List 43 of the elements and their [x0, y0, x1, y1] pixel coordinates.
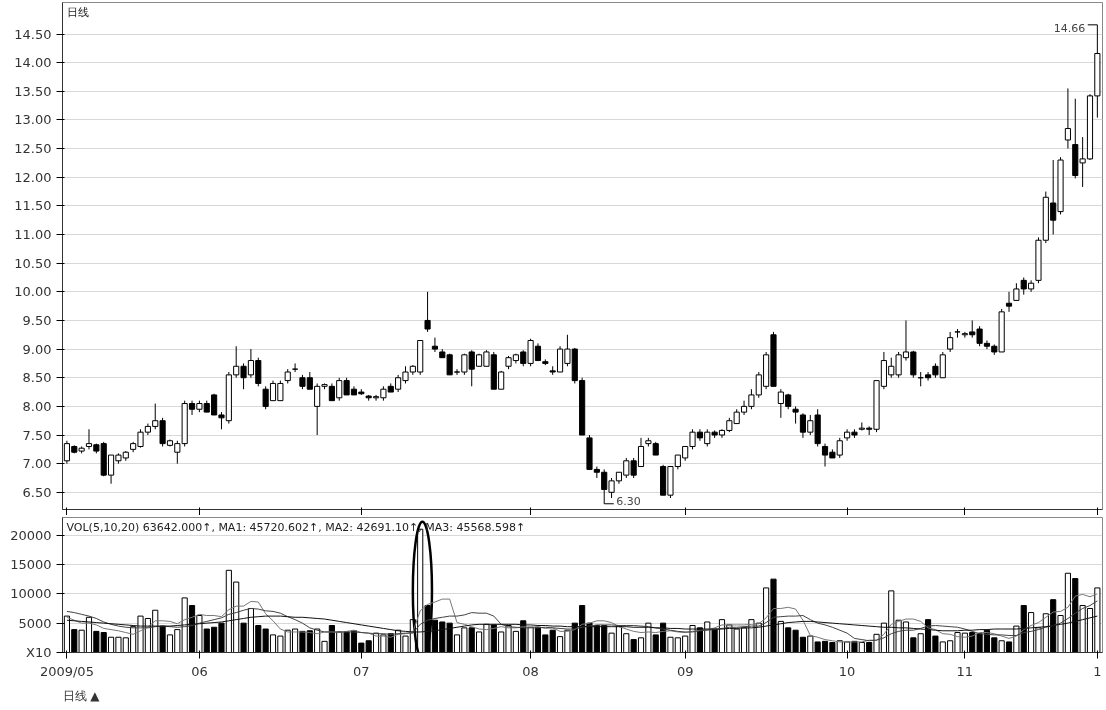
- candlestick: [431, 337, 438, 353]
- y-tick-label: 8.00: [22, 398, 52, 414]
- text: 日线 ▲: [62, 688, 101, 703]
- chart-title: 日线: [66, 5, 89, 19]
- x-tick-label: 08: [522, 663, 539, 679]
- y-tick-label: 6.50: [22, 484, 52, 500]
- text: X10: [26, 645, 52, 660]
- y-tick-label: 5000: [18, 615, 52, 631]
- y-tick-label: 9.00: [22, 341, 52, 357]
- y-tick-label: 12.50: [14, 141, 52, 157]
- x-tick-label: 11: [956, 663, 974, 679]
- y-tick-label: 7.00: [22, 456, 52, 472]
- y-tick-label: 10000: [10, 586, 52, 602]
- line-series: [66, 600, 1098, 642]
- x-tick-label: 1: [1093, 663, 1102, 679]
- candlestick: [1064, 87, 1071, 150]
- y-tick-label: 11.00: [14, 227, 52, 243]
- y-tick-label: 7.50: [22, 427, 52, 443]
- y-tick-label: 13.00: [14, 112, 52, 128]
- candlestick: [292, 362, 299, 373]
- x-tick-label: 2009/05: [39, 663, 94, 679]
- y-tick-label: 15000: [10, 556, 52, 572]
- annotation: 6.30: [616, 494, 641, 508]
- y-tick-label: 10.50: [14, 255, 52, 271]
- y-tick-label: 14.50: [14, 26, 52, 42]
- line-series: [66, 593, 1098, 643]
- y-tick-label: 9.50: [22, 312, 52, 328]
- annotation: 14.66: [1053, 21, 1086, 35]
- candlestick: [1005, 291, 1013, 313]
- candlestick: [424, 291, 431, 333]
- y-tick-label: 13.50: [14, 83, 52, 99]
- line-series: [66, 615, 1098, 633]
- x-tick-label: 06: [191, 663, 208, 679]
- y-tick-label: 20000: [10, 527, 52, 543]
- x-tick-label: 07: [353, 663, 370, 679]
- x-tick-label: 10: [838, 663, 856, 679]
- y-tick-label: 11.50: [14, 198, 52, 214]
- y-tick-label: 8.50: [22, 370, 52, 386]
- candlestick: [947, 331, 954, 353]
- y-tick-label: 10.00: [14, 284, 52, 300]
- y-tick-label: 14.00: [14, 55, 52, 71]
- x-tick-label: 09: [676, 663, 694, 679]
- y-tick-label: 12.00: [14, 169, 52, 185]
